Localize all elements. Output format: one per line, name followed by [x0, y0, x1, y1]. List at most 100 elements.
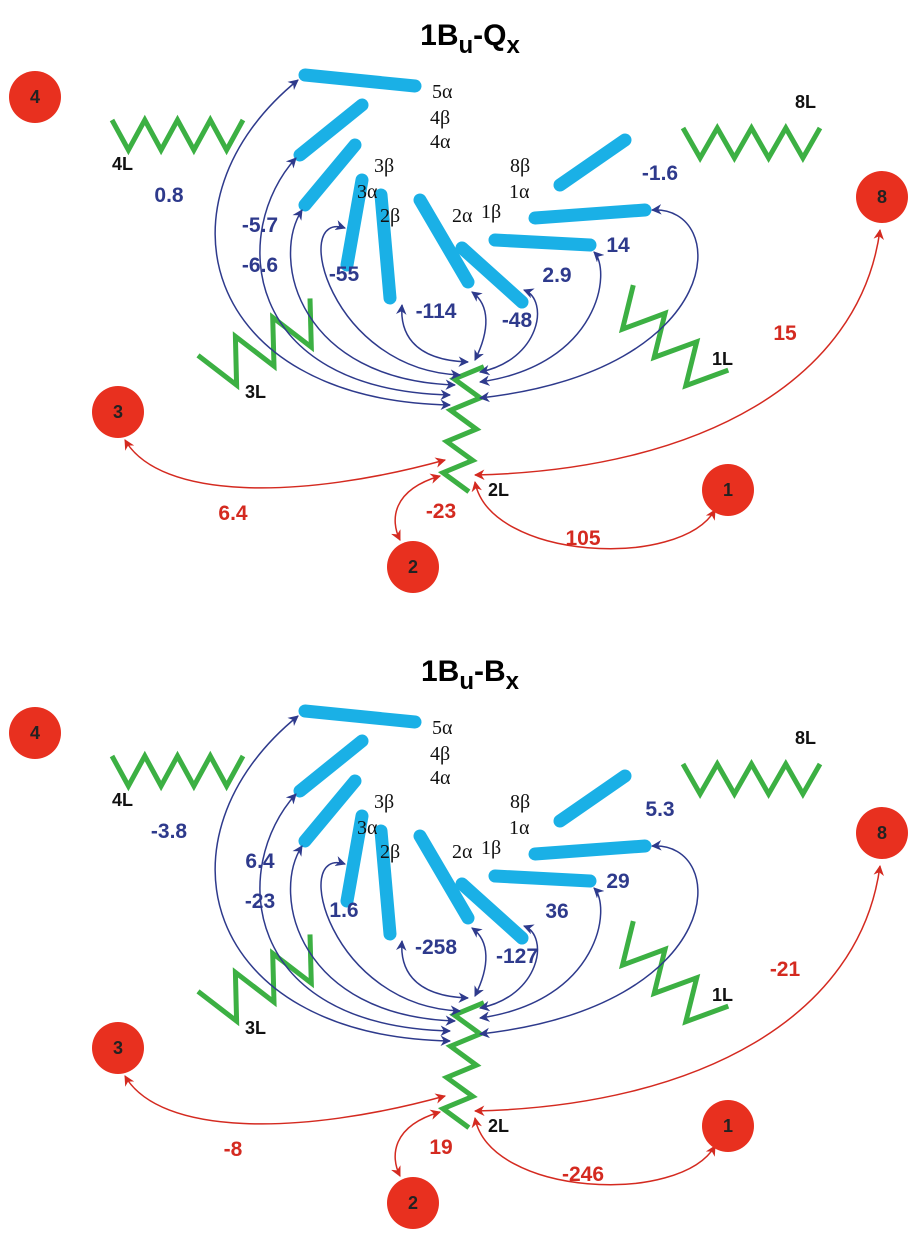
title-part: -B [474, 655, 506, 688]
coupling-value: 2.9 [542, 264, 571, 287]
orbital-bar [305, 781, 355, 841]
site-arrow [125, 1076, 445, 1124]
site-label: 2 [408, 1193, 418, 1213]
coupling-value: -114 [416, 300, 457, 323]
coupling-value: -6.6 [242, 254, 278, 277]
chain-zigzag [683, 128, 820, 158]
chain-label: 4L [112, 790, 133, 810]
orbital-bar [495, 876, 590, 881]
coupling-arrow [291, 210, 455, 385]
chain-label: 2L [488, 1116, 509, 1136]
orbital-label: 2β [380, 205, 400, 227]
title-part: 1B [420, 19, 458, 52]
coupling-value: 5.3 [645, 798, 674, 821]
chain-zigzag [198, 298, 311, 385]
orbital-label: 3β [374, 791, 394, 813]
orbital-label: 5α [432, 81, 453, 103]
chain-zigzag [623, 285, 729, 386]
title-part: u [459, 668, 474, 695]
orbital-bar [535, 210, 645, 218]
coupling-value: 14 [606, 234, 630, 257]
coupling-arrow [472, 292, 486, 360]
orbital-label: 1β [481, 837, 501, 859]
chain-label: 8L [795, 92, 816, 112]
panel-title: 1Bu-Bx [421, 655, 520, 695]
chain-label: 3L [245, 1018, 266, 1038]
site-coupling-value: -8 [224, 1138, 243, 1161]
coupling-value: 29 [606, 870, 629, 893]
orbital-label: 8β [510, 155, 530, 177]
orbital-label: 1β [481, 201, 501, 223]
site-arrow [475, 230, 880, 475]
coupling-value: -127 [496, 945, 538, 968]
site-label: 4 [30, 87, 40, 107]
site-coupling-value: 105 [565, 527, 600, 550]
site-coupling-value: 19 [429, 1136, 452, 1159]
coupling-value: 6.4 [245, 850, 275, 873]
site-label: 8 [877, 823, 887, 843]
orbital-label: 4β [430, 107, 450, 129]
title-part: x [506, 668, 520, 695]
site-arrow [475, 866, 880, 1111]
title-part: -Q [473, 19, 506, 52]
orbital-label: 2α [452, 205, 473, 227]
chain-zigzag [112, 756, 243, 786]
diagram: 1Bu-Qx4L8L3L1L2L5α4β4α3β3α2β2α1β1α8β0.8-… [0, 0, 911, 1234]
site-label: 3 [113, 1038, 123, 1058]
chain-zigzag [623, 921, 729, 1022]
chain-label: 8L [795, 728, 816, 748]
orbital-bar [305, 145, 355, 205]
coupling-arrow [472, 928, 486, 996]
coupling-value: -55 [329, 263, 360, 286]
chain-label: 1L [712, 349, 733, 369]
coupling-value: -3.8 [151, 820, 188, 843]
site-coupling-value: 15 [773, 322, 797, 345]
orbital-label: 5α [432, 717, 453, 739]
orbital-bar [560, 776, 625, 821]
chain-label: 4L [112, 154, 133, 174]
chain-label: 2L [488, 480, 509, 500]
orbital-label: 1α [509, 817, 530, 839]
orbital-label: 2β [380, 841, 400, 863]
orbital-label: 1α [509, 181, 530, 203]
orbital-bar [495, 240, 590, 245]
site-coupling-value: -246 [562, 1163, 604, 1186]
chain-zigzag [112, 120, 243, 150]
coupling-arrow [480, 252, 601, 382]
coupling-value: 36 [545, 900, 568, 923]
chain-label: 3L [245, 382, 266, 402]
chain-zigzag [198, 934, 311, 1021]
orbital-bar [560, 140, 625, 185]
orbital-label: 3α [357, 181, 378, 203]
site-coupling-value: -21 [770, 958, 801, 981]
site-label: 3 [113, 402, 123, 422]
chain-label: 1L [712, 985, 733, 1005]
chain-zigzag [683, 764, 820, 794]
orbital-bar [305, 75, 415, 86]
site-label: 8 [877, 187, 887, 207]
orbital-label: 4α [430, 131, 451, 153]
orbital-label: 4β [430, 743, 450, 765]
orbital-label: 3α [357, 817, 378, 839]
orbital-bar [305, 711, 415, 722]
coupling-value: -48 [502, 309, 533, 332]
site-label: 4 [30, 723, 40, 743]
site-label: 2 [408, 557, 418, 577]
title-part: 1B [421, 655, 459, 688]
site-arrow [125, 440, 445, 488]
title-part: x [507, 32, 521, 59]
orbital-label: 8β [510, 791, 530, 813]
coupling-value: -23 [245, 890, 275, 913]
title-part: u [459, 32, 474, 59]
coupling-arrow [291, 846, 455, 1021]
orbital-label: 4α [430, 767, 451, 789]
coupling-value: 0.8 [154, 184, 184, 207]
coupling-value: -1.6 [642, 162, 678, 185]
orbital-label: 2α [452, 841, 473, 863]
coupling-value: -258 [415, 936, 457, 959]
orbital-label: 3β [374, 155, 394, 177]
site-label: 1 [723, 480, 733, 500]
site-coupling-value: 6.4 [218, 502, 248, 525]
